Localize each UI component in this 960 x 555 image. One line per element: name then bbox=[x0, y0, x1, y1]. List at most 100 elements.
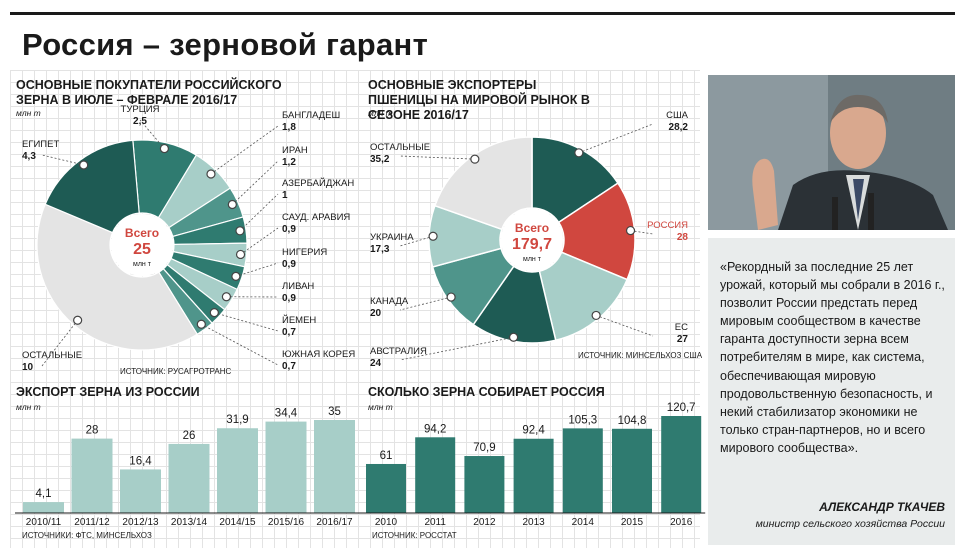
bar2-category-label: 2012 bbox=[473, 517, 496, 528]
bar2-bar-label: 70,9 bbox=[473, 442, 495, 454]
bar2-source: Источник: Росстат bbox=[372, 531, 457, 540]
pie1-marker bbox=[73, 315, 83, 325]
bar1-bar-label: 28 bbox=[86, 425, 99, 437]
bar1-category-label: 2010/11 bbox=[26, 517, 62, 528]
pie1-slice-name: ЕГИПЕТ bbox=[22, 139, 59, 150]
pie1-slice-name: ЮЖНАЯ КОРЕЯ bbox=[282, 349, 355, 360]
pie1-unit: млн т bbox=[16, 108, 41, 118]
bar2-bar-label: 105,3 bbox=[568, 414, 597, 426]
pie1-slice-name: ТУРЦИЯ bbox=[121, 104, 160, 115]
pie2-leader bbox=[399, 235, 434, 247]
pie1-center-unit: млн т bbox=[133, 261, 152, 268]
pie1-slice-name: АЗЕРБАЙДЖАН bbox=[282, 177, 354, 189]
pie1-marker bbox=[227, 199, 237, 210]
pie2-slice-name: АВСТРАЛИЯ bbox=[370, 346, 427, 357]
pie1-slice-value: 1,8 bbox=[282, 122, 296, 133]
pie2-marker bbox=[508, 332, 519, 342]
pie1-hole bbox=[111, 214, 173, 276]
pie2-slice bbox=[538, 251, 629, 342]
pie1-leader bbox=[201, 323, 279, 366]
pie1-leader bbox=[232, 160, 279, 205]
pie1-slice-name: ЛИВАН bbox=[282, 281, 314, 292]
pie1-slice bbox=[36, 203, 199, 351]
pie1-slice-value: 2,5 bbox=[133, 116, 147, 127]
pie2-source: Источник: Минсельхоз США bbox=[578, 351, 703, 360]
pie2-marker bbox=[428, 231, 438, 241]
pie1-title: Основные покупатели российского зерна в … bbox=[16, 78, 282, 107]
pie1-marker bbox=[159, 143, 169, 154]
pie2-slice bbox=[433, 136, 533, 231]
bar1-bar bbox=[168, 443, 210, 513]
bar1-bar-label: 31,9 bbox=[226, 414, 248, 426]
pie1-slice-value: 0,7 bbox=[282, 361, 296, 372]
pie2-marker bbox=[625, 225, 636, 236]
pie1-slice-value: 0,9 bbox=[282, 224, 296, 235]
bar2-bar bbox=[562, 428, 603, 513]
pie2-leader bbox=[595, 315, 654, 337]
quote-box: «Рекордный за последние 25 лет урожай, к… bbox=[708, 238, 955, 545]
pie1-slice-name: ИРАН bbox=[282, 145, 308, 156]
bar2-category-label: 2015 bbox=[621, 517, 644, 528]
bar2-bar bbox=[415, 437, 456, 513]
bar2-bar-label: 61 bbox=[380, 450, 393, 462]
pie1-slice-value: 1 bbox=[282, 190, 288, 201]
bar2-bar-label: 120,7 bbox=[667, 402, 696, 414]
bar2-bar-label: 92,4 bbox=[522, 425, 545, 437]
pie2-hole bbox=[501, 209, 563, 271]
pie1-slice-name: НИГЕРИЯ bbox=[282, 247, 327, 258]
pie2-slice-name: ЕС bbox=[675, 322, 688, 333]
pie1-slice-value: 4,3 bbox=[22, 151, 36, 162]
pie2-slice-value: 24 bbox=[370, 358, 382, 369]
pie1-leader bbox=[235, 262, 279, 277]
pie1-leader bbox=[41, 319, 78, 367]
pie1-slice-name: ОСТАЛЬНЫЕ bbox=[22, 350, 82, 361]
pie2-marker bbox=[446, 292, 456, 302]
bar2-bar-label: 94,2 bbox=[424, 423, 446, 435]
bar1-bar-label: 16,4 bbox=[129, 455, 152, 467]
pie1-leader bbox=[214, 312, 279, 332]
pie2-leader bbox=[578, 123, 654, 154]
pie1-marker bbox=[235, 249, 246, 260]
pie2-marker bbox=[591, 310, 601, 321]
pie2-slice-name: РОССИЯ bbox=[647, 220, 688, 231]
bar1-bar bbox=[265, 421, 307, 513]
bar2-bar bbox=[366, 463, 406, 513]
pie1-marker bbox=[206, 169, 216, 179]
pie1-source: Источник: Русагротранс bbox=[120, 367, 232, 376]
pie1-leader bbox=[210, 125, 279, 175]
bar2-bar-label: 104,8 bbox=[618, 415, 647, 427]
pie2-marker bbox=[470, 154, 480, 164]
pie2-unit: млн т bbox=[368, 108, 393, 118]
pie2-slice bbox=[557, 182, 636, 281]
bar1-bar-label: 35 bbox=[328, 406, 341, 418]
pie2-slice-name: США bbox=[666, 110, 689, 121]
bar2-category-label: 2013 bbox=[522, 517, 545, 528]
pie1-marker bbox=[221, 292, 232, 302]
pie1-marker bbox=[209, 308, 219, 318]
pie2-marker bbox=[574, 148, 584, 158]
pie2-slice-value: 28 bbox=[677, 232, 689, 243]
pie1-marker bbox=[196, 319, 206, 329]
pie1-slice-value: 0,9 bbox=[282, 259, 296, 270]
pie2-center-unit: млн т bbox=[523, 256, 542, 263]
pie1-marker bbox=[231, 271, 241, 282]
bar2-bar bbox=[661, 416, 702, 513]
bar1-unit: млн т bbox=[16, 402, 41, 412]
pie2-center-label: Всего bbox=[515, 221, 549, 235]
bar2-category-label: 2010 bbox=[375, 517, 398, 528]
pie2-slice bbox=[472, 265, 557, 344]
title-bar: Россия – зерновой гарант bbox=[10, 12, 955, 67]
pie1-slice-name: БАНГЛАДЕШ bbox=[282, 110, 340, 121]
pie2-slice-value: 35,2 bbox=[370, 154, 390, 165]
bar2-category-label: 2016 bbox=[670, 517, 693, 528]
pie1-slice-name: САУД. АРАВИЯ bbox=[282, 212, 350, 223]
bar2-bar bbox=[612, 428, 652, 513]
bar1-category-label: 2013/14 bbox=[171, 517, 208, 528]
pie2-center-value: 179,7 bbox=[512, 236, 552, 253]
pie2-leader bbox=[399, 296, 452, 311]
bar1-bar bbox=[71, 438, 113, 513]
quote-author: Александр Ткачев bbox=[819, 500, 945, 514]
pie1-leader bbox=[239, 193, 279, 232]
pie2-slice-value: 28,2 bbox=[669, 122, 689, 133]
bar1-bar bbox=[120, 469, 161, 513]
